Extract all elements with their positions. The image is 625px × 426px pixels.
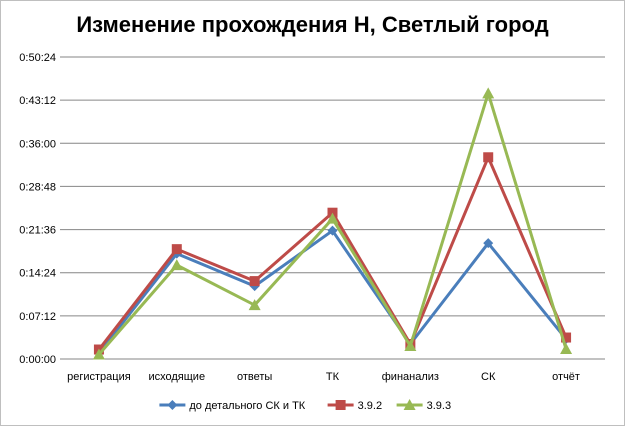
x-tick-label: ответы [237,371,272,383]
x-tick-label: ТК [326,371,340,383]
series-line [97,91,568,356]
x-tick-label: финанализ [382,371,439,383]
data-point [404,340,417,352]
grid-lines [60,56,605,360]
data-point [171,244,182,255]
legend-label: 3.9.2 [358,400,382,412]
data-point [561,332,572,343]
x-tick-label: отчёт [552,371,580,383]
series-3.9.3 [92,87,573,360]
data-point [560,343,573,355]
data-point [482,87,495,99]
legend-item: 3.9.3 [396,399,451,412]
y-tick-label: 0:36:00 [19,138,56,150]
y-tick-label: 0:07:12 [19,311,56,323]
x-tick-label: СК [481,371,496,383]
data-point [92,348,105,360]
y-tick-label: 0:00:00 [19,354,56,366]
x-axis: регистрация исходящие ответы ТК финанализ СК о… [67,371,580,383]
legend: до детального СК и ТК 3.9.2 3.9.3 [159,399,451,412]
legend-item: до детального СК и ТК [159,400,306,412]
y-tick-label: 0:28:48 [19,181,56,193]
y-axis: 0:00:00 0:07:12 0:14:24 0:21:36 0:28:48 0:36:… [19,52,56,366]
series-group [92,87,573,360]
y-tick-label: 0:43:12 [19,95,56,107]
x-tick-label: регистрация [67,371,131,383]
chart-title: Изменение прохождения Н, Светлый город [76,12,549,37]
data-point [327,225,338,236]
data-point [249,276,260,287]
legend-item: 3.9.2 [327,400,382,412]
y-tick-label: 0:50:24 [19,52,56,64]
series-3.9.2 [93,152,572,355]
legend-label: до детального СК и ТК [189,400,305,412]
y-tick-label: 0:21:36 [19,225,56,237]
series-line [97,229,568,354]
x-tick-label: исходящие [148,371,205,383]
legend-marker [403,399,416,410]
legend-marker [335,400,346,410]
y-tick-label: 0:14:24 [19,268,56,280]
data-point [248,299,261,311]
data-point [483,152,494,163]
data-point [483,238,494,249]
data-point [170,259,183,271]
legend-label: 3.9.3 [427,400,451,412]
data-point [326,212,339,224]
legend-marker [167,400,178,410]
series-до детального СК и ТК [93,225,572,359]
